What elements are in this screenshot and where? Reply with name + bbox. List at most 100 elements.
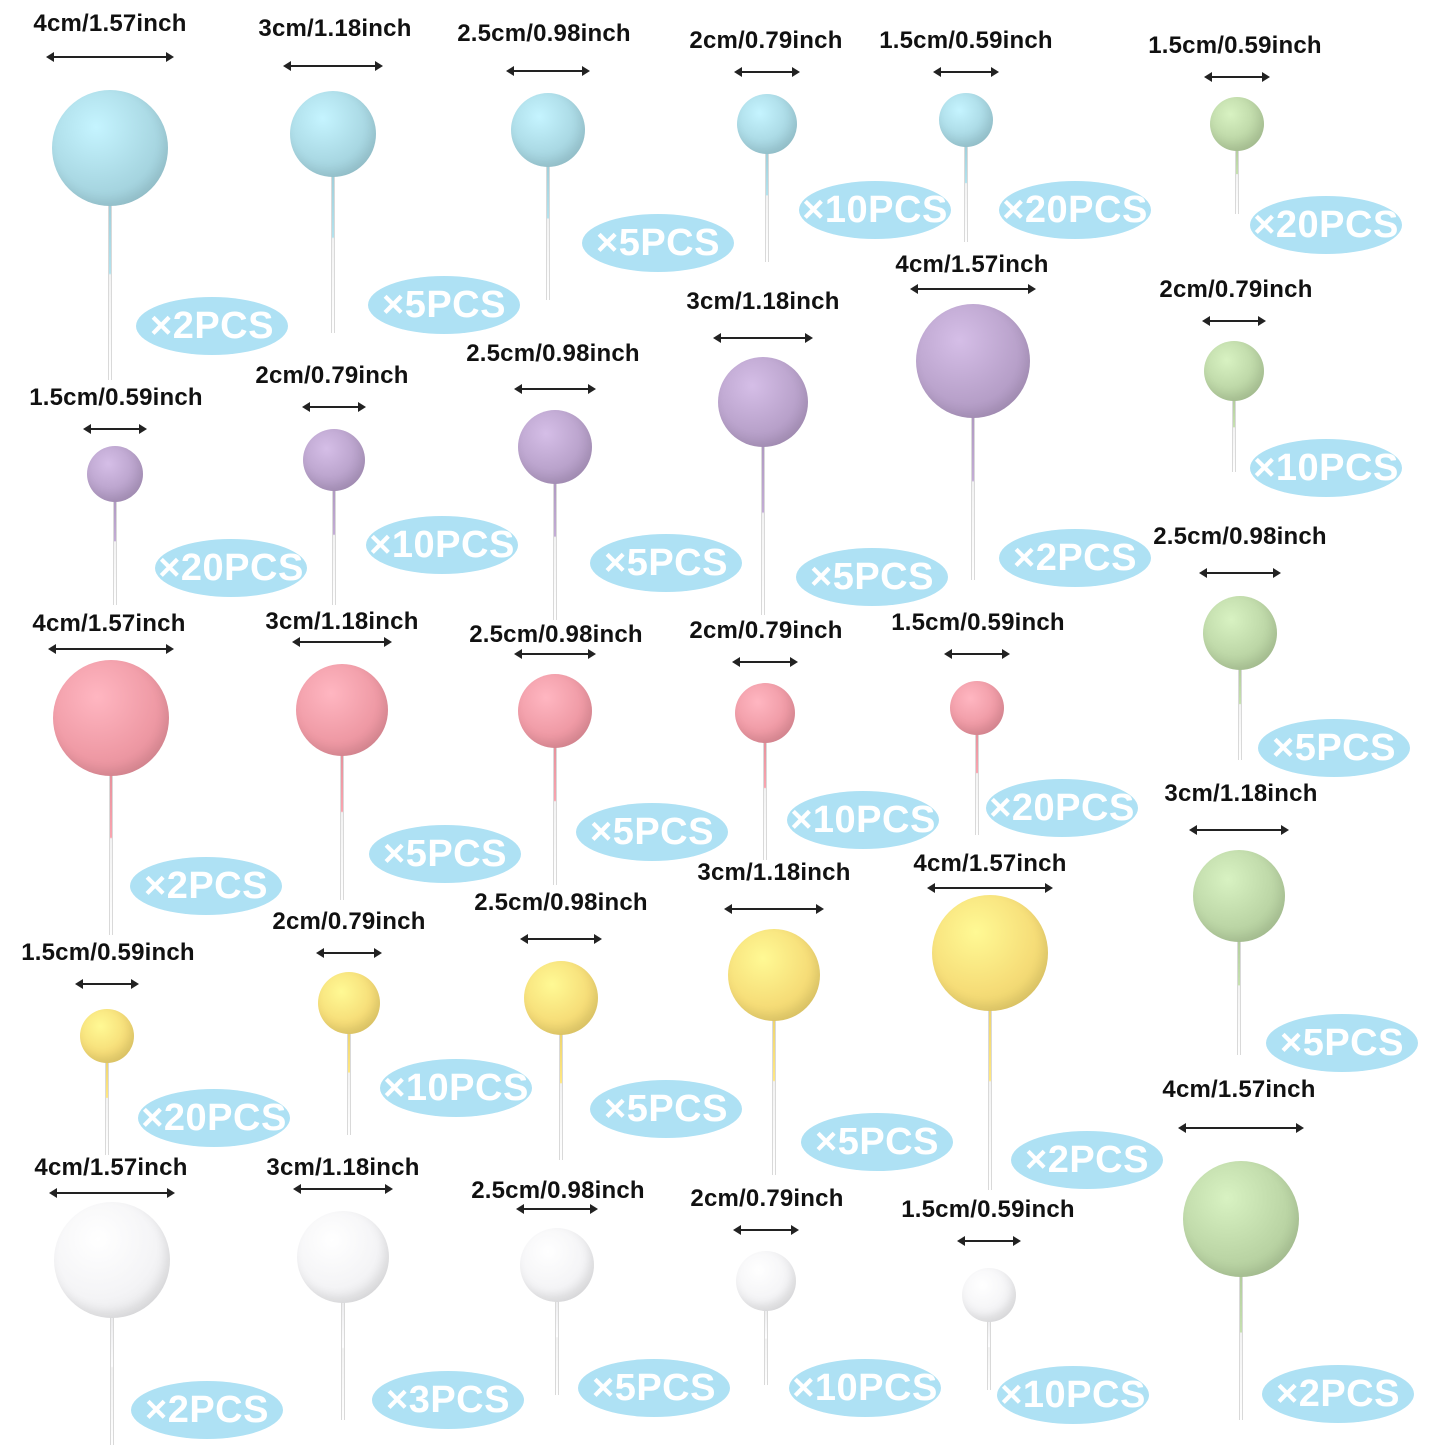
quantity-badge: ×10PCS — [789, 1359, 941, 1417]
quantity-badge: ×5PCS — [801, 1113, 953, 1171]
size-label: 3cm/1.18inch — [1164, 780, 1318, 807]
size-label: 2cm/0.79inch — [689, 617, 843, 644]
topper-stick — [332, 487, 336, 605]
size-label: 4cm/1.57inch — [913, 850, 1067, 877]
size-label: 3cm/1.18inch — [697, 859, 851, 886]
double-arrow-icon — [514, 384, 596, 394]
topper-stick — [964, 143, 968, 242]
topper-stick — [347, 1030, 351, 1135]
ball-yellow — [80, 1009, 134, 1063]
double-arrow-icon — [1189, 825, 1289, 835]
topper-stick — [988, 1007, 992, 1190]
quantity-badge: ×5PCS — [576, 803, 728, 861]
quantity-badge: ×20PCS — [155, 539, 307, 597]
ball-green — [1193, 850, 1285, 942]
double-arrow-icon — [520, 934, 602, 944]
double-arrow-icon — [1199, 568, 1281, 578]
ball-blue — [511, 93, 585, 167]
ball-purple — [718, 357, 808, 447]
quantity-badge: ×10PCS — [1250, 439, 1402, 497]
topper-stick — [763, 739, 767, 860]
topper-stick — [1235, 147, 1239, 214]
size-label: 1.5cm/0.59inch — [891, 609, 1065, 636]
ball-white — [297, 1211, 389, 1303]
size-label: 4cm/1.57inch — [895, 251, 1049, 278]
quantity-badge: ×10PCS — [787, 791, 939, 849]
double-arrow-icon — [713, 333, 813, 343]
quantity-badge: ×20PCS — [986, 779, 1138, 837]
topper-stick — [110, 1314, 114, 1445]
size-label: 2.5cm/0.98inch — [469, 621, 643, 648]
topper-stick — [1237, 938, 1241, 1055]
quantity-badge: ×20PCS — [138, 1089, 290, 1147]
ball-white — [520, 1228, 594, 1302]
double-arrow-icon — [83, 424, 147, 434]
size-label: 2.5cm/0.98inch — [1153, 523, 1327, 550]
size-label: 3cm/1.18inch — [686, 288, 840, 315]
ball-pink — [735, 683, 795, 743]
ball-pink — [518, 674, 592, 748]
ball-purple — [303, 429, 365, 491]
topper-stick — [553, 744, 557, 885]
quantity-badge: ×5PCS — [582, 214, 734, 272]
double-arrow-icon — [724, 904, 824, 914]
topper-stick — [113, 498, 117, 605]
topper-stick — [987, 1318, 991, 1390]
topper-stick — [765, 150, 769, 262]
quantity-badge: ×2PCS — [1262, 1365, 1414, 1423]
topper-stick — [109, 772, 113, 935]
quantity-badge: ×20PCS — [1250, 196, 1402, 254]
size-label: 1.5cm/0.59inch — [21, 939, 195, 966]
quantity-badge: ×10PCS — [380, 1059, 532, 1117]
ball-white — [962, 1268, 1016, 1322]
topper-stick — [105, 1059, 109, 1155]
ball-white — [736, 1251, 796, 1311]
size-label: 2cm/0.79inch — [255, 362, 409, 389]
quantity-badge: ×5PCS — [578, 1359, 730, 1417]
quantity-badge: ×5PCS — [369, 825, 521, 883]
quantity-badge: ×10PCS — [997, 1366, 1149, 1424]
double-arrow-icon — [292, 637, 392, 647]
quantity-badge: ×5PCS — [368, 276, 520, 334]
topper-stick — [108, 202, 112, 380]
quantity-badge: ×5PCS — [1266, 1014, 1418, 1072]
ball-green — [1183, 1161, 1299, 1277]
ball-yellow — [932, 895, 1048, 1011]
double-arrow-icon — [1204, 72, 1270, 82]
quantity-badge: ×10PCS — [799, 181, 951, 239]
topper-stick — [331, 173, 335, 333]
ball-white — [54, 1202, 170, 1318]
double-arrow-icon — [1202, 316, 1266, 326]
double-arrow-icon — [732, 657, 798, 667]
double-arrow-icon — [733, 1225, 799, 1235]
size-label: 3cm/1.18inch — [265, 608, 419, 635]
ball-green — [1204, 341, 1264, 401]
ball-yellow — [318, 972, 380, 1034]
ball-purple — [518, 410, 592, 484]
topper-stick — [340, 752, 344, 900]
size-label: 3cm/1.18inch — [266, 1154, 420, 1181]
size-label: 1.5cm/0.59inch — [1148, 32, 1322, 59]
ball-yellow — [728, 929, 820, 1021]
size-label: 2.5cm/0.98inch — [466, 340, 640, 367]
ball-pink — [53, 660, 169, 776]
size-label: 2cm/0.79inch — [690, 1185, 844, 1212]
size-label: 2cm/0.79inch — [689, 27, 843, 54]
double-arrow-icon — [302, 402, 366, 412]
quantity-badge: ×10PCS — [366, 516, 518, 574]
quantity-badge: ×20PCS — [999, 181, 1151, 239]
double-arrow-icon — [516, 1204, 598, 1214]
quantity-badge: ×5PCS — [590, 1080, 742, 1138]
double-arrow-icon — [933, 67, 999, 77]
size-label: 1.5cm/0.59inch — [29, 384, 203, 411]
size-label: 4cm/1.57inch — [32, 610, 186, 637]
topper-stick — [555, 1298, 559, 1395]
topper-stick — [1239, 1273, 1243, 1420]
quantity-badge: ×5PCS — [1258, 719, 1410, 777]
ball-purple — [87, 446, 143, 502]
ball-yellow — [524, 961, 598, 1035]
double-arrow-icon — [957, 1236, 1021, 1246]
ball-pink — [296, 664, 388, 756]
size-label: 2.5cm/0.98inch — [474, 889, 648, 916]
ball-blue — [52, 90, 168, 206]
